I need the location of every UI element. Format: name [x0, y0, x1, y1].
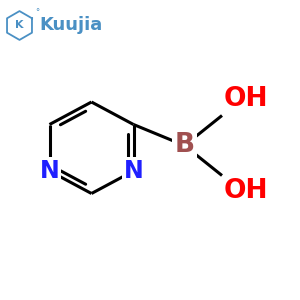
Text: °: °: [35, 8, 40, 17]
Text: N: N: [124, 159, 143, 183]
Text: N: N: [40, 159, 59, 183]
Text: Kuujia: Kuujia: [39, 16, 103, 34]
Text: B: B: [174, 133, 195, 158]
Text: OH: OH: [224, 178, 268, 205]
Text: K: K: [15, 20, 24, 31]
Text: OH: OH: [224, 86, 268, 112]
